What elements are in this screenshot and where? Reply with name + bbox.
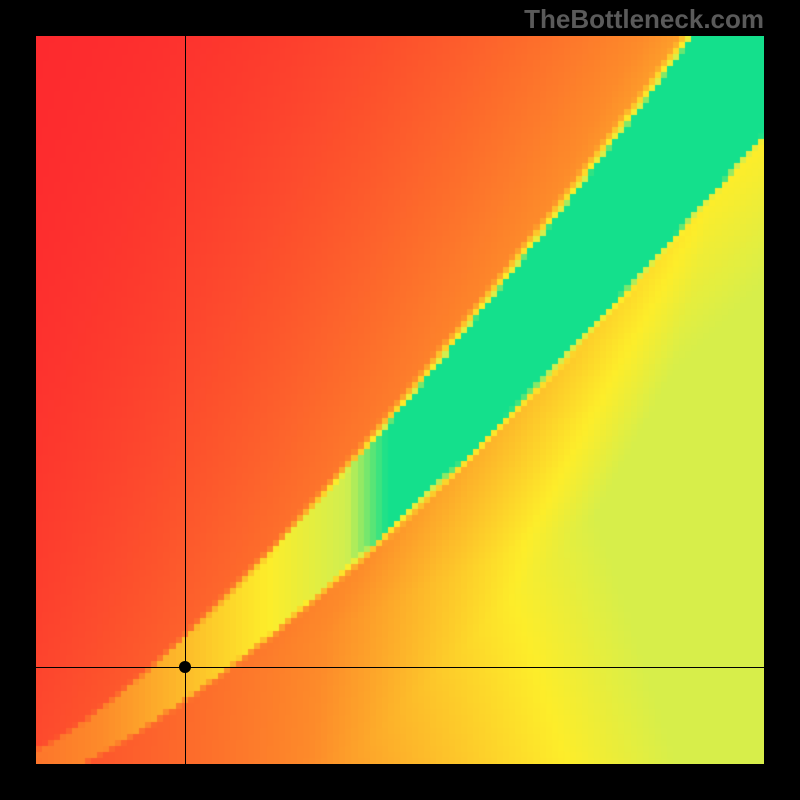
heatmap-canvas <box>36 36 764 764</box>
crosshair-vertical <box>185 36 186 764</box>
marker-dot <box>179 661 191 673</box>
crosshair-horizontal <box>36 667 764 668</box>
chart-container: TheBottleneck.com <box>0 0 800 800</box>
watermark-text: TheBottleneck.com <box>524 4 764 35</box>
